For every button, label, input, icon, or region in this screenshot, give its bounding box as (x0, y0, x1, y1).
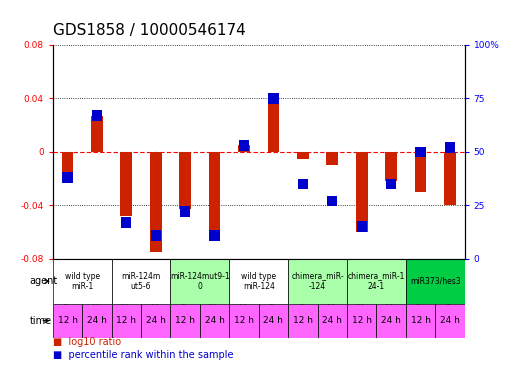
Text: 24 h: 24 h (322, 316, 342, 325)
Text: agent: agent (29, 276, 58, 286)
Bar (435, 304, 465, 338)
Text: 24 h: 24 h (440, 316, 460, 325)
Text: time: time (29, 316, 51, 326)
Bar (150, 152, 162, 252)
Bar (171, 259, 229, 304)
Text: 12 h: 12 h (410, 316, 430, 325)
Bar (120, 152, 132, 216)
Bar (385, 152, 397, 181)
Text: 12 h: 12 h (175, 316, 195, 325)
Bar (259, 304, 288, 338)
Text: GDS1858 / 10000546174: GDS1858 / 10000546174 (53, 22, 246, 38)
Bar (347, 304, 376, 338)
Text: miR-124mut9-1
0: miR-124mut9-1 0 (170, 272, 230, 291)
Bar (414, 152, 427, 192)
Bar (229, 259, 288, 304)
Text: wild type
miR-124: wild type miR-124 (241, 272, 276, 291)
Text: miR-124m
ut5-6: miR-124m ut5-6 (121, 272, 161, 291)
Text: wild type
miR-1: wild type miR-1 (64, 272, 100, 291)
Bar (356, 152, 367, 232)
Bar (356, 221, 367, 232)
Bar (326, 152, 338, 165)
Text: 24 h: 24 h (146, 316, 166, 325)
Bar (210, 230, 220, 241)
Bar (445, 142, 455, 153)
Text: 12 h: 12 h (58, 316, 78, 325)
Text: 24 h: 24 h (205, 316, 224, 325)
Text: ■  percentile rank within the sample: ■ percentile rank within the sample (53, 350, 233, 360)
Bar (406, 304, 435, 338)
Bar (62, 172, 73, 183)
Text: 12 h: 12 h (116, 316, 136, 325)
Bar (171, 304, 200, 338)
Bar (180, 206, 190, 217)
Bar (297, 152, 309, 159)
Bar (317, 304, 347, 338)
Text: miR373/hes3: miR373/hes3 (410, 277, 460, 286)
Bar (298, 178, 308, 189)
Bar (406, 259, 465, 304)
Bar (121, 217, 131, 228)
Text: ■  log10 ratio: ■ log10 ratio (53, 337, 121, 347)
Bar (111, 304, 141, 338)
Bar (268, 94, 279, 152)
Text: chimera_miR-1
24-1: chimera_miR-1 24-1 (348, 272, 405, 291)
Bar (229, 304, 259, 338)
Bar (327, 196, 337, 206)
Bar (53, 304, 82, 338)
Bar (444, 152, 456, 206)
Bar (91, 116, 103, 152)
Bar (62, 152, 73, 172)
Bar (239, 140, 249, 151)
Bar (238, 145, 250, 152)
Text: 12 h: 12 h (293, 316, 313, 325)
Bar (347, 259, 406, 304)
Bar (209, 152, 221, 242)
Bar (141, 304, 171, 338)
Bar (288, 304, 317, 338)
Bar (111, 259, 171, 304)
Bar (180, 152, 191, 209)
Bar (200, 304, 229, 338)
Text: 12 h: 12 h (352, 316, 372, 325)
Text: chimera_miR-
-124: chimera_miR- -124 (291, 272, 344, 291)
Bar (386, 178, 396, 189)
Bar (288, 259, 347, 304)
Text: 24 h: 24 h (263, 316, 284, 325)
Bar (150, 230, 161, 241)
Text: 24 h: 24 h (87, 316, 107, 325)
Bar (82, 304, 111, 338)
Bar (53, 259, 111, 304)
Bar (92, 110, 102, 121)
Text: 12 h: 12 h (234, 316, 254, 325)
Bar (268, 93, 279, 104)
Text: 24 h: 24 h (381, 316, 401, 325)
Bar (416, 147, 426, 157)
Bar (376, 304, 406, 338)
